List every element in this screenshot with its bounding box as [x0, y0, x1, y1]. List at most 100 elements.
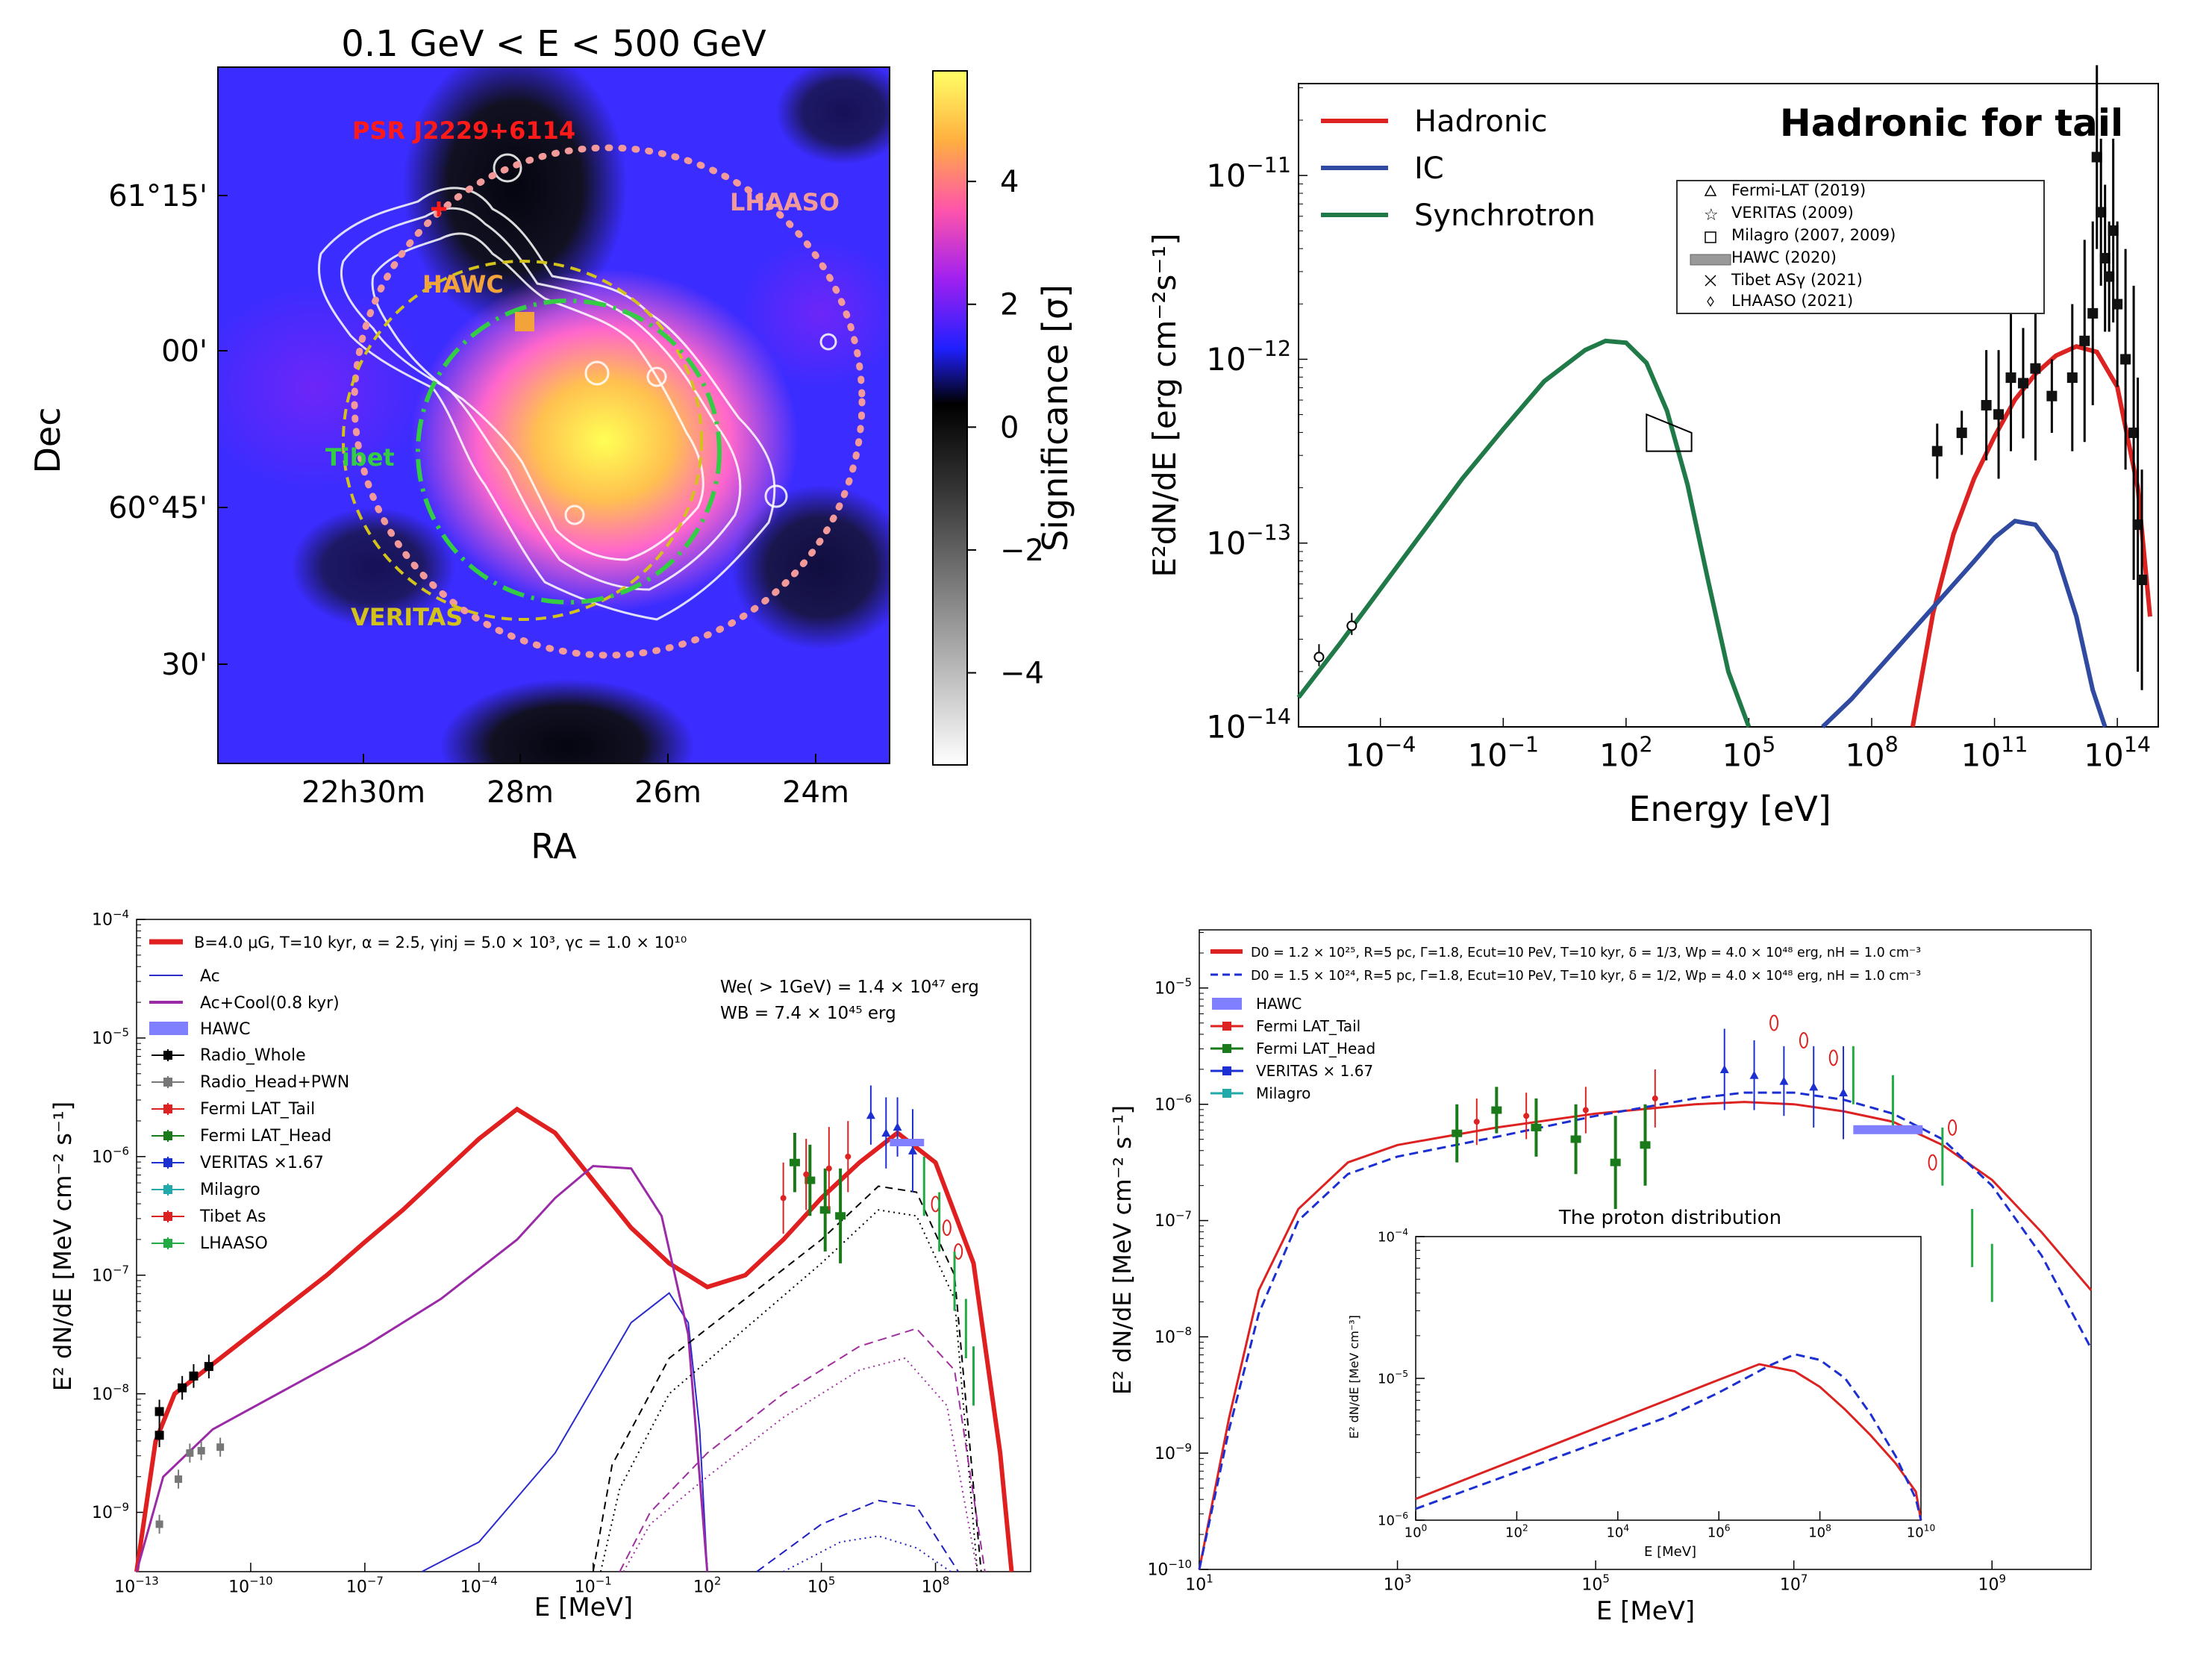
gamma-point [2046, 390, 2058, 401]
x-tick-label: 102 [1599, 732, 1653, 774]
colorbar-tick-label: 0 [1000, 410, 1019, 445]
inset-title: The proton distribution [1558, 1207, 1781, 1229]
x-tick-label: 10−13 [114, 1575, 159, 1597]
gamma-point [1981, 400, 1992, 410]
legend-radio-whole: Radio_Whole [200, 1046, 306, 1065]
legend-tibet: Tibet As [199, 1207, 266, 1226]
star-icon: ☆ [1704, 206, 1719, 225]
fermi-head-point [1452, 1129, 1463, 1137]
y-tick-label: 10−6 [92, 1145, 129, 1167]
x-tick-label: 102 [1505, 1522, 1528, 1540]
panelc-xlabel: E [MeV] [534, 1593, 633, 1622]
y-tick-label: 10−7 [92, 1263, 129, 1286]
gamma-point [1956, 427, 1967, 438]
gamma-point [2108, 225, 2119, 237]
gamma-point [2030, 363, 2041, 374]
fermi-head-point [1531, 1123, 1542, 1131]
component-curve [756, 1499, 959, 1572]
gamma-point [2096, 207, 2107, 218]
legend-lhaaso: LHAASO [200, 1234, 268, 1253]
tibet-point [1769, 1014, 1779, 1031]
inset-curve-1 [1415, 1363, 1922, 1521]
fermi-head-point [789, 1158, 800, 1166]
radio-head-point [216, 1443, 225, 1452]
hatched-band-icon [1690, 254, 1731, 266]
gamma-point [2128, 427, 2140, 438]
paneld-ticks: 101 103 105 107 109 10−5 10−6 10−7 10−8 10−9 10−10 [1147, 932, 2006, 1595]
y-tick-label: 10−4 [92, 907, 129, 930]
legend-synchrotron: Synchrotron [1414, 199, 1596, 233]
map-xtick-label: 28m [487, 775, 554, 810]
legend-marker [163, 1158, 172, 1167]
x-tick-label: 10−1 [1468, 732, 1540, 774]
fermi-tail-point [1523, 1113, 1530, 1119]
y-tick-label: 10−6 [1155, 1093, 1192, 1115]
fermi-tail-point [845, 1153, 852, 1160]
panelb-data-legend: Fermi-LAT (2019) VERITAS (2009) Milagro … [1676, 180, 2045, 314]
gamma-point [2132, 519, 2143, 531]
x-tick-label: 103 [1384, 1572, 1412, 1595]
legend-fermi-tail: Fermi LAT_Tail [200, 1100, 315, 1119]
radio-whole-point [154, 1407, 164, 1416]
legend-marker [163, 1239, 172, 1248]
y-tick-label: 10−12 [1206, 336, 1291, 378]
legend-marker [1222, 1066, 1231, 1075]
legend-marker [1222, 1089, 1231, 1098]
colorbar-tick-label: −4 [1000, 657, 1044, 691]
lhaaso-label: LHAASO [730, 188, 840, 216]
radio-whole-point [154, 1431, 164, 1440]
psr-marker [431, 201, 446, 216]
tibet-point [1799, 1032, 1808, 1049]
inset-frame [1415, 1236, 1922, 1521]
legend-fermi-tail: Fermi LAT_Tail [1256, 1017, 1360, 1035]
colorbar-tick-label: −2 [1000, 534, 1044, 568]
x-tick-label: 107 [1780, 1572, 1808, 1595]
x-tick-label: 102 [693, 1575, 722, 1597]
legend-milagro: Milagro (2007, 2009) [1731, 226, 1896, 244]
map-yticks: 61°15' 00' 60°45' 30' [108, 179, 228, 682]
x-tick-label: 108 [1808, 1522, 1831, 1540]
legend-lhaaso: LHAASO (2021) [1731, 292, 1853, 310]
legend-veritas: VERITAS (2009) [1731, 204, 1854, 222]
legend-fermi-head: Fermi LAT_Head [1256, 1040, 1375, 1057]
component-curve [619, 1328, 986, 1572]
paneld-xlabel: E [MeV] [1596, 1596, 1695, 1626]
x-tick-label: 105 [1722, 732, 1776, 774]
x-tick-label: 10−4 [460, 1575, 498, 1597]
component-curve [592, 1185, 982, 1572]
panel-hadronic-diffusion: 101 103 105 107 109 10−5 10−6 10−7 10−8 10−9 10−10… [1108, 929, 2093, 1626]
x-tick-label: 109 [1978, 1572, 2006, 1595]
panelc-data-points [154, 1085, 975, 1534]
paneld-data-points [1452, 1014, 1993, 1302]
colorbar-label: Significance [σ] [1035, 284, 1075, 551]
y-tick-label: 10−6 [1378, 1510, 1408, 1528]
legend-model-2: D0 = 1.5 × 10²⁴, R=5 pc, Γ=1.8, Ecut=10 … [1251, 969, 1921, 984]
colorbar [932, 70, 968, 766]
legend-radio-head: Radio_Head+PWN [200, 1073, 349, 1092]
veritas-point [1839, 1088, 1849, 1097]
legend-milagro: Milagro [200, 1181, 260, 1199]
veritas-point [1749, 1070, 1759, 1079]
panelb-data-points [1313, 65, 2148, 690]
total-curve [134, 1106, 1014, 1572]
y-tick-label: 10−7 [1155, 1208, 1192, 1231]
legend-marker [163, 1104, 172, 1113]
veritas-point [881, 1128, 891, 1137]
model-1-curve [1198, 1101, 2093, 1570]
legend-marker [1222, 1044, 1231, 1053]
lhaaso-circle [351, 144, 866, 659]
y-tick-label: 10−11 [1206, 152, 1291, 194]
radio-head-point [155, 1520, 163, 1528]
panelb-xlabel: Energy [eV] [1628, 789, 1831, 829]
map-xticks: 22h30m 28m 26m 24m [302, 754, 849, 810]
panelb-legend: Hadronic IC Synchrotron [1321, 104, 1596, 233]
x-tick-label: 108 [1845, 732, 1899, 774]
legend-marker [163, 1131, 172, 1140]
energy-label-wb: WB = 7.4 × 10⁴⁵ erg [720, 1004, 896, 1023]
model-2-curve [1198, 1091, 2093, 1570]
legend-model: B=4.0 μG, T=10 kyr, α = 2.5, γinj = 5.0 … [194, 934, 687, 952]
map-xtick-label: 22h30m [302, 775, 425, 810]
ac-cool-curve [135, 1164, 709, 1572]
panelb-title: Hadronic for tail [1780, 101, 2123, 145]
